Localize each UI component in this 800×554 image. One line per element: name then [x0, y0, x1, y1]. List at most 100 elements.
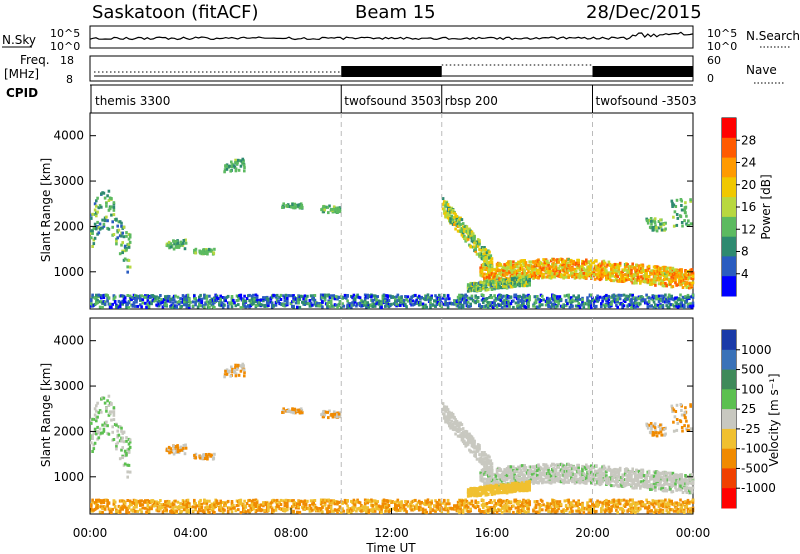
power-echo-cell	[198, 298, 201, 302]
freq-block-twofsound	[341, 66, 442, 77]
power-echo-cell	[514, 280, 518, 284]
power-echo-cell	[607, 294, 611, 298]
power-echo-cell	[101, 305, 104, 309]
power-echo-cell	[499, 303, 503, 307]
power-echo-cell	[400, 298, 403, 302]
power-echo-cell	[512, 277, 515, 281]
power-echo-cell	[617, 267, 621, 271]
power-echo-cell	[180, 304, 183, 308]
power-echo-cell	[294, 301, 298, 305]
power-echo-cell	[188, 305, 191, 309]
colorbar-swatch	[722, 236, 736, 257]
power-echo-cell	[131, 304, 135, 308]
power-echo-cell	[615, 278, 618, 282]
power-echo-cell	[387, 299, 391, 302]
power-echo-cell	[489, 254, 493, 258]
power-echo-cell	[239, 293, 243, 297]
velocity-echo-cell	[443, 415, 446, 419]
velocity-echo-cell	[635, 468, 638, 472]
velocity-echo-cell	[567, 479, 570, 483]
colorbar-swatch	[722, 256, 736, 277]
velocity-echo-cell	[507, 469, 510, 473]
power-echo-cell	[672, 215, 675, 219]
power-echo-cell	[586, 296, 589, 300]
power-echo-cell	[607, 260, 611, 264]
power-echo-cell	[548, 299, 552, 303]
power-echo-cell	[646, 221, 650, 225]
velocity-echo-cell	[519, 465, 523, 469]
power-echo-cell	[107, 189, 111, 193]
velocity-echo-cell	[498, 476, 501, 480]
power-echo-cell	[593, 277, 597, 281]
power-echo-cell	[651, 298, 655, 302]
velocity-echo-cell	[659, 482, 662, 485]
velocity-echo-cell	[464, 441, 467, 445]
power-echo-cell	[519, 267, 523, 271]
power-echo-cell	[499, 263, 503, 267]
power-echo-cell	[171, 301, 175, 305]
power-echo-cell	[461, 294, 465, 298]
freq-label: Freq.	[20, 53, 50, 67]
power-echo-cell	[680, 221, 684, 224]
power-echo-cell	[208, 305, 211, 309]
power-echo-cell	[546, 259, 549, 263]
velocity-echo-cell	[691, 480, 695, 484]
power-echo-cell	[332, 205, 336, 209]
power-echo-cell	[292, 304, 295, 308]
velocity-echo-cell	[626, 468, 629, 472]
power-echo-cell	[297, 203, 300, 207]
velocity-echo-cell	[571, 479, 574, 483]
velocity-echo-cell	[460, 431, 464, 435]
power-echo-cell	[669, 281, 672, 285]
power-echo-cell	[125, 246, 128, 250]
power-echo-cell	[121, 302, 124, 306]
velocity-echo-cell	[626, 474, 629, 478]
power-echo-cell	[166, 299, 170, 303]
power-echo-cell	[482, 301, 485, 304]
power-echo-cell	[481, 274, 485, 278]
power-echo-cell	[646, 268, 650, 272]
power-echo-cell	[453, 223, 456, 227]
power-echo-cell	[517, 300, 520, 304]
power-echo-cell	[92, 238, 96, 242]
power-echo-cell	[523, 259, 526, 262]
power-echo-cell	[460, 226, 464, 230]
power-echo-cell	[556, 272, 559, 276]
power-echo-cell	[390, 302, 393, 306]
power-echo-cell	[680, 268, 683, 272]
power-echo-cell	[519, 281, 523, 285]
velocity-echo-cell	[661, 477, 665, 481]
power-echo-cell	[98, 204, 102, 208]
power-echo-cell	[657, 282, 661, 286]
power-echo-cell	[566, 293, 569, 297]
power-echo-cell	[508, 261, 511, 265]
power-echo-cell	[680, 204, 683, 207]
power-echo-cell	[587, 260, 591, 264]
power-echo-cell	[277, 300, 280, 304]
power-echo-cell	[632, 296, 636, 300]
power-echo-cell	[517, 297, 520, 301]
power-echo-cell	[174, 300, 177, 304]
power-echo-cell	[537, 271, 540, 275]
power-echo-cell	[366, 296, 369, 300]
velocity-echo-cell	[539, 475, 543, 479]
power-echo-cell	[620, 275, 623, 279]
power-echo-cell	[539, 299, 543, 302]
power-echo-cell	[123, 244, 127, 248]
power-echo-cell	[661, 303, 665, 307]
velocity-echo-cell	[508, 466, 511, 470]
power-echo-cell	[121, 241, 124, 245]
power-echo-cell	[434, 304, 437, 308]
power-echo-cell	[134, 304, 137, 308]
power-echo-cell	[384, 297, 387, 301]
power-echo-cell	[630, 299, 633, 303]
velocity-echo-cell	[525, 477, 529, 480]
velocity-echo-cell	[499, 468, 503, 472]
velocity-echo-cell	[490, 465, 494, 469]
power-echo-cell	[564, 304, 568, 308]
power-echo-cell	[167, 242, 171, 246]
power-echo-cell	[568, 260, 572, 264]
power-echo-cell	[455, 302, 459, 306]
power-echo-cell	[172, 298, 176, 302]
velocity-echo-cell	[456, 427, 460, 431]
